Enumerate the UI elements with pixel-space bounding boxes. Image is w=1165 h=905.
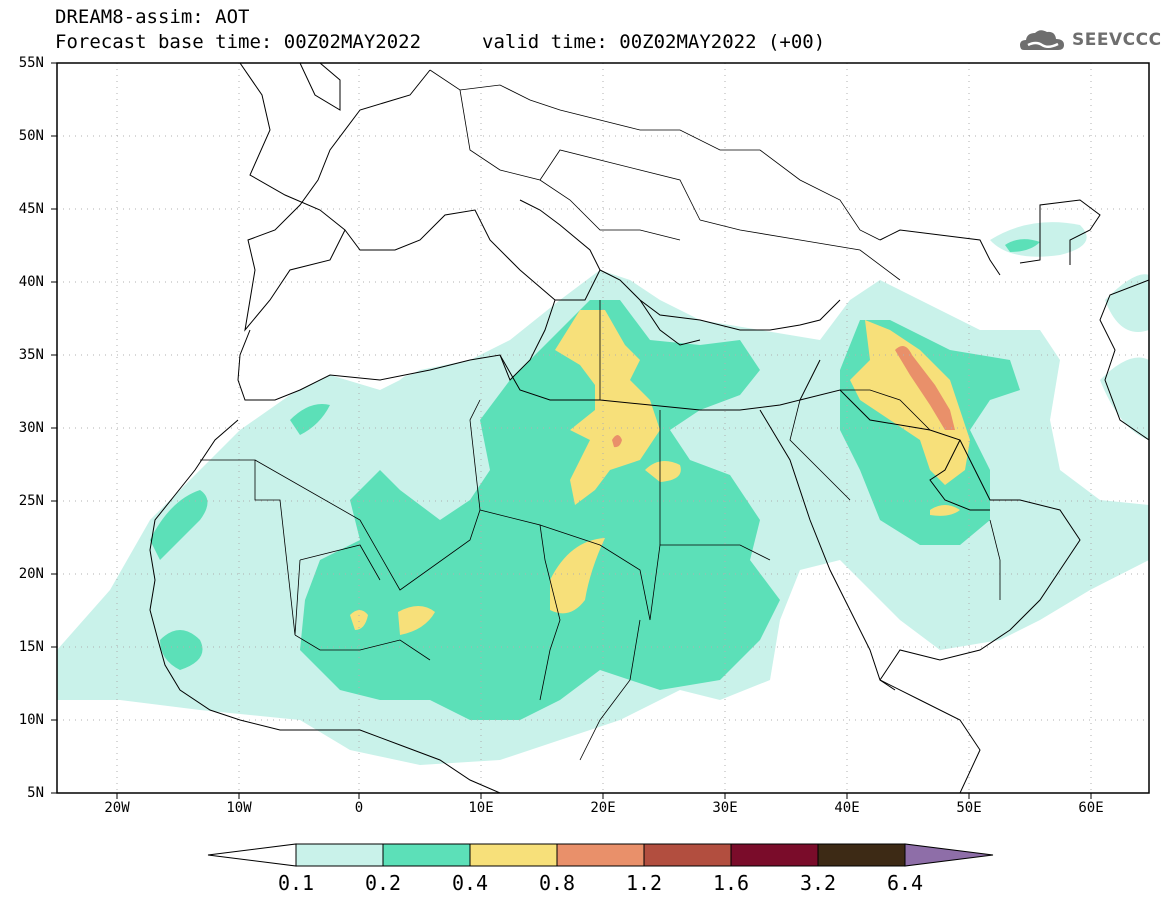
- lon-label-10w: 10W: [226, 800, 252, 816]
- axis-ticks: [51, 62, 1092, 799]
- colorbar-swatch-2: [382, 843, 471, 867]
- colorbar-arrow-low: [207, 843, 297, 867]
- country-borders: [200, 69, 1001, 761]
- colorbar-label-0-8: 0.8: [538, 871, 576, 895]
- lon-label-30e: 30E: [712, 800, 738, 816]
- colorbar: [207, 843, 994, 867]
- colorbar-swatch-7: [817, 843, 906, 867]
- lon-label-60e: 60E: [1078, 800, 1104, 816]
- valid-time: valid time: 00Z02MAY2022 (+00): [482, 31, 826, 53]
- colorbar-label-1-6: 1.6: [712, 871, 750, 895]
- colorbar-swatch-1: [295, 843, 384, 867]
- lon-label-20e: 20E: [590, 800, 616, 816]
- lat-label-5n: 5N: [27, 785, 44, 801]
- lat-label-55n: 55N: [18, 55, 44, 71]
- lat-label-25n: 25N: [18, 493, 44, 509]
- chart-title: DREAM8-assim: AOT: [55, 6, 250, 28]
- colorbar-swatch-3: [469, 843, 558, 867]
- colorbar-label-0-2: 0.2: [364, 871, 402, 895]
- aot-layer-0-8: [612, 346, 955, 448]
- lat-label-45n: 45N: [18, 201, 44, 217]
- colorbar-label-3-2: 3.2: [799, 871, 837, 895]
- colorbar-label-0-1: 0.1: [277, 871, 315, 895]
- lat-label-50n: 50N: [18, 128, 44, 144]
- lat-label-40n: 40N: [18, 274, 44, 290]
- coastlines: [149, 63, 1149, 793]
- lat-label-20n: 20N: [18, 566, 44, 582]
- lon-label-50e: 50E: [956, 800, 982, 816]
- colorbar-swatch-6: [730, 843, 819, 867]
- lon-label-0: 0: [354, 800, 364, 816]
- seevccc-cloud-logo-icon: [1020, 30, 1064, 50]
- colorbar-swatch-5: [643, 843, 732, 867]
- lat-label-10n: 10N: [18, 712, 44, 728]
- lon-label-10e: 10E: [468, 800, 494, 816]
- colorbar-label-0-4: 0.4: [451, 871, 489, 895]
- lon-label-40e: 40E: [834, 800, 860, 816]
- lat-label-15n: 15N: [18, 639, 44, 655]
- graticule: [57, 63, 1149, 793]
- aot-layer-0-4: [350, 310, 970, 635]
- colorbar-label-1-2: 1.2: [625, 871, 663, 895]
- lat-label-30n: 30N: [18, 420, 44, 436]
- logo-text: SEEVCCC: [1072, 30, 1162, 50]
- forecast-base-time: Forecast base time: 00Z02MAY2022: [55, 31, 422, 53]
- colorbar-arrow-high: [904, 843, 994, 867]
- colorbar-swatch-4: [556, 843, 645, 867]
- lon-label-20w: 20W: [104, 800, 130, 816]
- lat-label-35n: 35N: [18, 347, 44, 363]
- colorbar-label-6-4: 6.4: [886, 871, 924, 895]
